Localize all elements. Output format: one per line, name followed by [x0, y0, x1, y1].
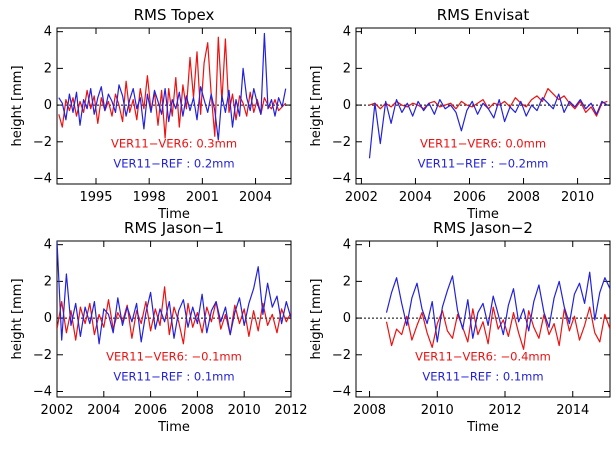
y-tick-label: 0 — [343, 311, 351, 326]
series-line-red — [57, 286, 291, 345]
annotation-red: VER11−VER6: 0.3mm — [111, 136, 237, 150]
x-axis-label: Time — [466, 420, 499, 435]
x-tick-label: 2004 — [399, 190, 432, 205]
annotation-red: VER11−VER6: −0.4mm — [415, 349, 551, 363]
y-tick-label: 2 — [343, 61, 351, 76]
x-tick-label: 2010 — [421, 403, 454, 418]
y-tick-label: 4 — [343, 25, 351, 40]
x-axis-label: Time — [157, 420, 190, 435]
annotation-red: VER11−VER6: −0.1mm — [106, 349, 242, 363]
x-axis-label: Time — [157, 207, 190, 222]
y-axis-label: height [mm] — [309, 65, 324, 146]
x-tick-label: 1995 — [79, 190, 112, 205]
y-tick-label: −2 — [33, 348, 52, 363]
y-tick-label: 2 — [44, 61, 52, 76]
series-line-red — [385, 306, 610, 350]
y-tick-label: −4 — [33, 171, 52, 186]
y-tick-label: −2 — [332, 348, 351, 363]
series-line-red — [369, 87, 608, 117]
x-tick-label: 2012 — [274, 403, 307, 418]
x-tick-label: 1998 — [133, 190, 166, 205]
x-tick-label: 2010 — [561, 190, 594, 205]
x-tick-label: 2010 — [228, 403, 261, 418]
y-tick-label: 4 — [44, 238, 52, 253]
x-tick-label: 2006 — [453, 190, 486, 205]
y-tick-label: 2 — [343, 274, 351, 289]
y-axis-label: height [mm] — [10, 65, 25, 146]
x-tick-label: 2008 — [507, 190, 540, 205]
chart-title: RMS Jason−2 — [433, 219, 533, 237]
y-tick-label: 0 — [44, 311, 52, 326]
series-line-red — [58, 36, 287, 139]
x-axis-label: Time — [466, 207, 499, 222]
x-tick-label: 2008 — [181, 403, 214, 418]
annotation-blue: VER11−REF : 0.1mm — [422, 369, 543, 383]
plot-frame — [355, 240, 611, 398]
x-tick-label: 2014 — [556, 403, 589, 418]
plot-frame — [355, 27, 611, 185]
x-tick-label: 2002 — [345, 190, 378, 205]
y-tick-label: −4 — [33, 384, 52, 399]
x-tick-label: 2004 — [239, 190, 272, 205]
y-tick-label: 0 — [343, 98, 351, 113]
y-axis-label: height [mm] — [10, 278, 25, 359]
y-tick-label: −2 — [33, 135, 52, 150]
series-line-blue — [57, 241, 291, 345]
chart-title: RMS Jason−1 — [124, 219, 224, 237]
x-tick-label: 2012 — [488, 403, 521, 418]
x-tick-label: 2008 — [353, 403, 386, 418]
y-tick-label: −2 — [332, 135, 351, 150]
annotation-blue: VER11−REF : 0.2mm — [113, 156, 234, 170]
series-line-blue — [385, 271, 610, 343]
panel-rms-topex: RMS Topex Time height [mm] 1995 1998 2001 2004… — [10, 6, 292, 222]
y-tick-label: 0 — [44, 98, 52, 113]
x-tick-label: 2006 — [134, 403, 167, 418]
x-tick-label: 2002 — [40, 403, 73, 418]
x-tick-label: 2004 — [87, 403, 120, 418]
plot-frame — [56, 240, 292, 398]
chart-title: RMS Topex — [134, 6, 215, 24]
plot-frame — [56, 27, 292, 185]
annotation-red: VER11−VER6: 0.0mm — [420, 136, 546, 150]
y-tick-label: 4 — [343, 238, 351, 253]
y-tick-label: 4 — [44, 25, 52, 40]
chart-title: RMS Envisat — [437, 6, 530, 24]
y-axis-label: height [mm] — [309, 278, 324, 359]
series-line-blue — [368, 93, 608, 159]
series-line-blue — [58, 32, 287, 141]
x-tick-label: 2001 — [186, 190, 219, 205]
annotation-blue: VER11−REF : 0.1mm — [113, 369, 234, 383]
y-tick-label: −4 — [332, 384, 351, 399]
annotation-blue: VER11−REF : −0.2mm — [418, 156, 549, 170]
y-tick-label: −4 — [332, 171, 351, 186]
y-tick-label: 2 — [44, 274, 52, 289]
